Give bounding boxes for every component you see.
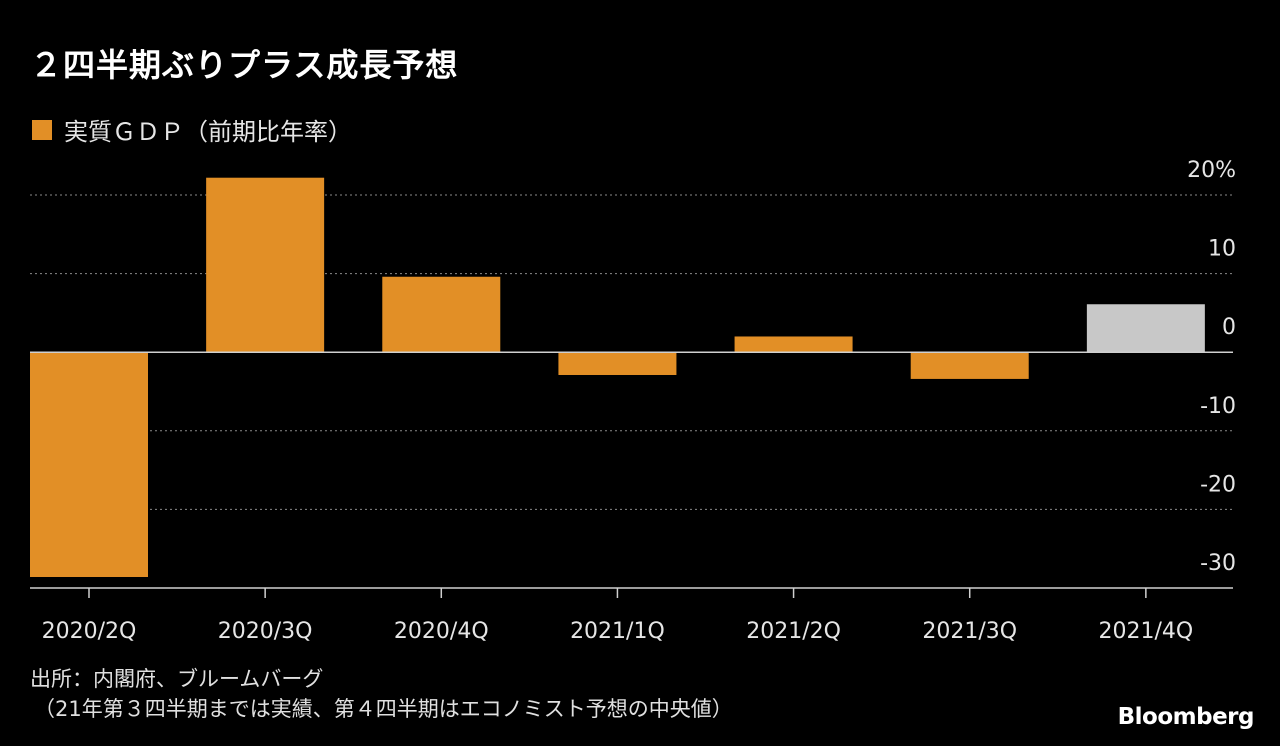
x-tick-label: 2021/3Q bbox=[922, 619, 1017, 644]
bar bbox=[382, 276, 501, 353]
x-tick-label: 2021/2Q bbox=[746, 619, 841, 644]
x-tick-label: 2020/4Q bbox=[394, 619, 489, 644]
bars bbox=[30, 177, 1205, 577]
x-tick-labels: 2020/2Q 2020/3Q 2020/4Q 2021/1Q 2021/2Q 2021/… bbox=[42, 619, 1194, 644]
y-tick-label: 10 bbox=[1208, 237, 1236, 262]
source-note: 出所：内閣府、ブルームバーグ （21年第３四半期までは実績、第４四半期はエコノミ… bbox=[30, 664, 733, 724]
x-tick-label: 2020/2Q bbox=[42, 619, 137, 644]
x-tick-label: 2020/3Q bbox=[218, 619, 313, 644]
y-tick-labels: 20% 10 0 -10 -20 -30 bbox=[1187, 158, 1236, 576]
bar bbox=[30, 352, 148, 577]
chart-title: ２四半期ぶりプラス成長予想 bbox=[30, 46, 459, 84]
bar bbox=[206, 177, 325, 353]
legend-swatch bbox=[32, 119, 52, 140]
bloomberg-logo: Bloomberg bbox=[1117, 704, 1255, 730]
legend: 実質ＧＤＰ（前期比年率） bbox=[32, 112, 352, 147]
axes bbox=[30, 351, 1233, 598]
y-tick-label: -20 bbox=[1200, 472, 1236, 497]
bar bbox=[734, 336, 853, 353]
y-tick-label: -30 bbox=[1200, 551, 1236, 576]
y-tick-label: -10 bbox=[1200, 394, 1236, 419]
y-tick-label: 20% bbox=[1187, 158, 1236, 183]
legend-label: 実質ＧＤＰ（前期比年率） bbox=[64, 118, 352, 146]
bar bbox=[558, 352, 677, 375]
source-line-1: 出所：内閣府、ブルームバーグ bbox=[30, 667, 324, 691]
y-tick-label: 0 bbox=[1222, 315, 1236, 340]
source-line-2: （21年第３四半期までは実績、第４四半期はエコノミスト予想の中央値） bbox=[34, 697, 733, 721]
x-tick-label: 2021/1Q bbox=[570, 619, 665, 644]
x-tick-label: 2021/4Q bbox=[1098, 619, 1193, 644]
bar bbox=[910, 352, 1029, 379]
bar-forecast bbox=[1086, 304, 1205, 353]
